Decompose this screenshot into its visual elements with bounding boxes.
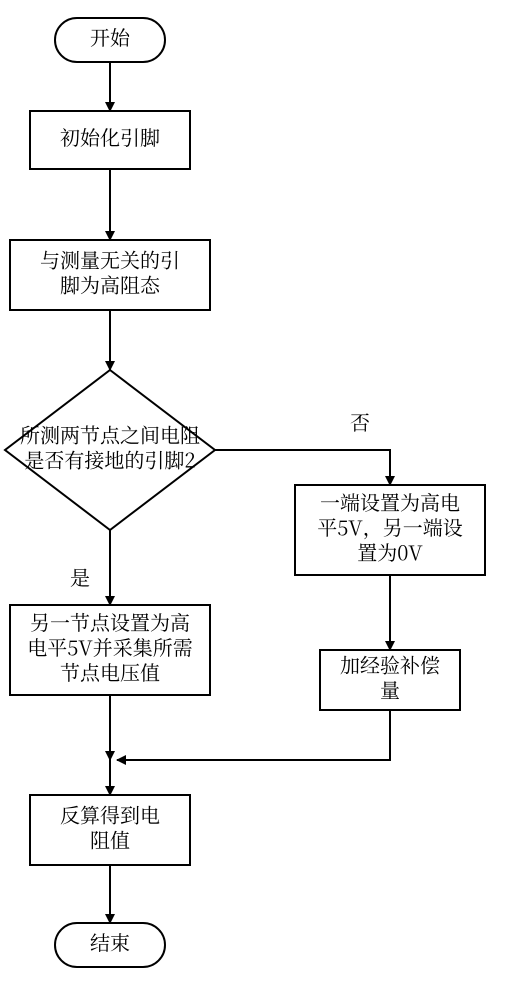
node-hiz-line-1: 脚为高阻态 xyxy=(60,270,161,299)
edge-label-是: 是 xyxy=(70,562,90,591)
node-start: 开始 xyxy=(55,18,165,62)
node-comp: 加经验补偿量 xyxy=(320,650,460,710)
node-noNode-line-2: 置为0V xyxy=(357,537,423,566)
node-end-line-0: 结束 xyxy=(90,927,130,956)
flowchart-canvas: 是 否 开始初始化引脚与测量无关的引脚为高阻态所测两节点之间电阻是否有接地的引脚2 另… xyxy=(0,0,524,1000)
node-dec: 所测两节点之间电阻是否有接地的引脚2 xyxy=(5,370,215,530)
node-calc-line-1: 阻值 xyxy=(90,825,130,854)
node-yesNode-line-2: 节点电压值 xyxy=(60,657,160,686)
edge-label-否: 否 xyxy=(350,407,370,436)
node-noNode: 一端设置为高电平5V，另一端设置为0V xyxy=(295,485,485,575)
node-end: 结束 xyxy=(55,923,165,967)
node-init: 初始化引脚 xyxy=(30,111,190,169)
edge-comp-merge xyxy=(117,710,390,760)
node-init-line-0: 初始化引脚 xyxy=(60,122,160,151)
node-start-line-0: 开始 xyxy=(90,22,131,51)
node-calc: 反算得到电阻值 xyxy=(30,795,190,865)
node-dec-line-1: 是否有接地的引脚2 xyxy=(24,445,195,474)
node-yesNode: 另一节点设置为高电平5V并采集所需节点电压值 xyxy=(10,605,210,695)
node-comp-line-1: 量 xyxy=(380,675,400,704)
edge-dec-noNode xyxy=(215,450,390,485)
node-hiz: 与测量无关的引脚为高阻态 xyxy=(10,240,210,310)
